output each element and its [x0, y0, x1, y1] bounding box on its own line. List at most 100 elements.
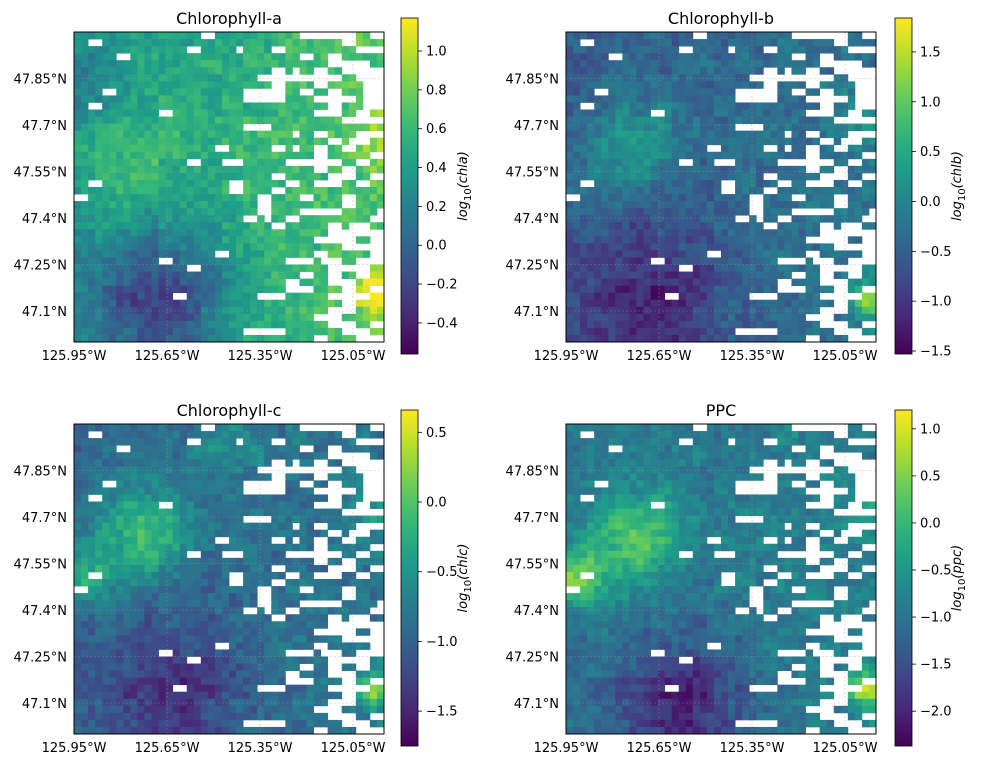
heatmap-cell: [123, 607, 131, 615]
heatmap-cell: [650, 74, 658, 82]
heatmap-cell: [868, 299, 877, 308]
heatmap-cell: [179, 431, 188, 439]
heatmap-cell: [728, 102, 736, 110]
heatmap-cell: [742, 165, 750, 174]
heatmap-cell: [285, 529, 293, 538]
heatmap-cell: [721, 130, 729, 139]
heatmap-cell: [186, 445, 195, 453]
heatmap-cell: [777, 334, 785, 343]
heatmap-cell: [299, 215, 307, 223]
heatmap-cell: [306, 501, 314, 509]
heatmap-cell: [229, 137, 237, 146]
heatmap-cell: [123, 236, 131, 244]
heatmap-cell: [735, 81, 743, 89]
heatmap-cell: [292, 320, 300, 329]
heatmap-cell: [777, 165, 785, 174]
heatmap-cell: [348, 313, 357, 322]
heatmap-cell: [81, 201, 89, 209]
heatmap-cell: [706, 109, 715, 117]
heatmap-cell: [355, 194, 364, 202]
heatmap-cell: [74, 593, 82, 601]
heatmap-cell: [334, 431, 343, 439]
heatmap-cell: [81, 445, 89, 453]
heatmap-cell: [158, 445, 166, 453]
heatmap-cell: [299, 593, 307, 601]
heatmap-cell: [313, 431, 321, 439]
heatmap-cell: [756, 144, 764, 153]
heatmap-cell: [151, 543, 159, 552]
heatmap-cell: [88, 719, 96, 728]
heatmap-cell: [158, 691, 166, 700]
heatmap-cell: [721, 123, 729, 132]
heatmap-cell: [299, 494, 307, 502]
heatmap-cell: [657, 243, 666, 251]
heatmap-cell: [109, 501, 117, 509]
heatmap-cell: [200, 621, 209, 629]
x-tick-label: 125.35°W: [720, 349, 785, 364]
heatmap-cell: [376, 271, 385, 279]
heatmap-cell: [636, 102, 644, 110]
heatmap-cell: [229, 628, 237, 636]
heatmap-cell: [770, 278, 778, 287]
heatmap-cell: [165, 642, 174, 650]
heatmap-cell: [109, 494, 117, 502]
heatmap-cell: [784, 137, 792, 146]
heatmap-cell: [221, 313, 230, 322]
heatmap-cell: [643, 187, 651, 195]
heatmap-cell: [566, 95, 574, 103]
heatmap-cell: [165, 88, 174, 96]
heatmap-cell: [264, 571, 272, 580]
heatmap-cell: [151, 564, 159, 573]
heatmap-cell: [109, 95, 117, 103]
heatmap-cell: [854, 299, 863, 308]
heatmap-cell: [285, 39, 293, 47]
heatmap-cell: [355, 144, 364, 153]
heatmap-cell: [643, 95, 651, 103]
heatmap-cell: [172, 320, 181, 329]
heatmap-cell: [728, 236, 736, 244]
heatmap-cell: [81, 102, 89, 110]
heatmap-cell: [594, 74, 602, 82]
heatmap-cell: [172, 431, 181, 439]
heatmap-cell: [868, 123, 877, 132]
heatmap-cell: [236, 102, 244, 110]
heatmap-cell: [671, 187, 680, 195]
heatmap-cell: [334, 215, 343, 223]
y-tick-label: 47.25°N: [14, 651, 67, 666]
heatmap-cell: [706, 306, 715, 315]
heatmap-cell: [615, 327, 623, 336]
heatmap-cell: [299, 719, 307, 728]
colorbar-label: log10(chlb): [950, 151, 968, 221]
heatmap-cell: [130, 445, 138, 453]
heatmap-cell: [327, 522, 336, 531]
heatmap-cell: [88, 515, 96, 524]
heatmap-cell: [580, 67, 588, 75]
heatmap-cell: [791, 431, 799, 439]
heatmap-cell: [95, 151, 103, 160]
heatmap-cell: [580, 264, 588, 272]
heatmap-cell: [102, 726, 110, 735]
heatmap-cell: [566, 116, 574, 124]
heatmap-cell: [95, 501, 103, 509]
heatmap-cell: [165, 313, 174, 322]
heatmap-cell: [566, 243, 574, 251]
heatmap-cell: [376, 550, 385, 559]
heatmap-cell: [207, 194, 216, 202]
heatmap-cell: [636, 194, 644, 202]
heatmap-cell: [236, 257, 244, 265]
heatmap-cell: [601, 334, 609, 343]
heatmap-cell: [207, 271, 216, 279]
heatmap-cell: [214, 123, 223, 132]
heatmap-cell: [88, 445, 96, 453]
heatmap-cell: [798, 67, 806, 75]
heatmap-cell: [728, 116, 736, 124]
heatmap-cell: [362, 285, 371, 294]
heatmap-cell: [243, 494, 251, 502]
heatmap-cell: [601, 264, 609, 272]
heatmap-cell: [257, 60, 265, 68]
heatmap-cell: [306, 201, 314, 209]
heatmap-cell: [109, 222, 117, 230]
heatmap-cell: [130, 698, 138, 707]
heatmap-cell: [193, 691, 202, 700]
heatmap-cell: [580, 257, 588, 265]
